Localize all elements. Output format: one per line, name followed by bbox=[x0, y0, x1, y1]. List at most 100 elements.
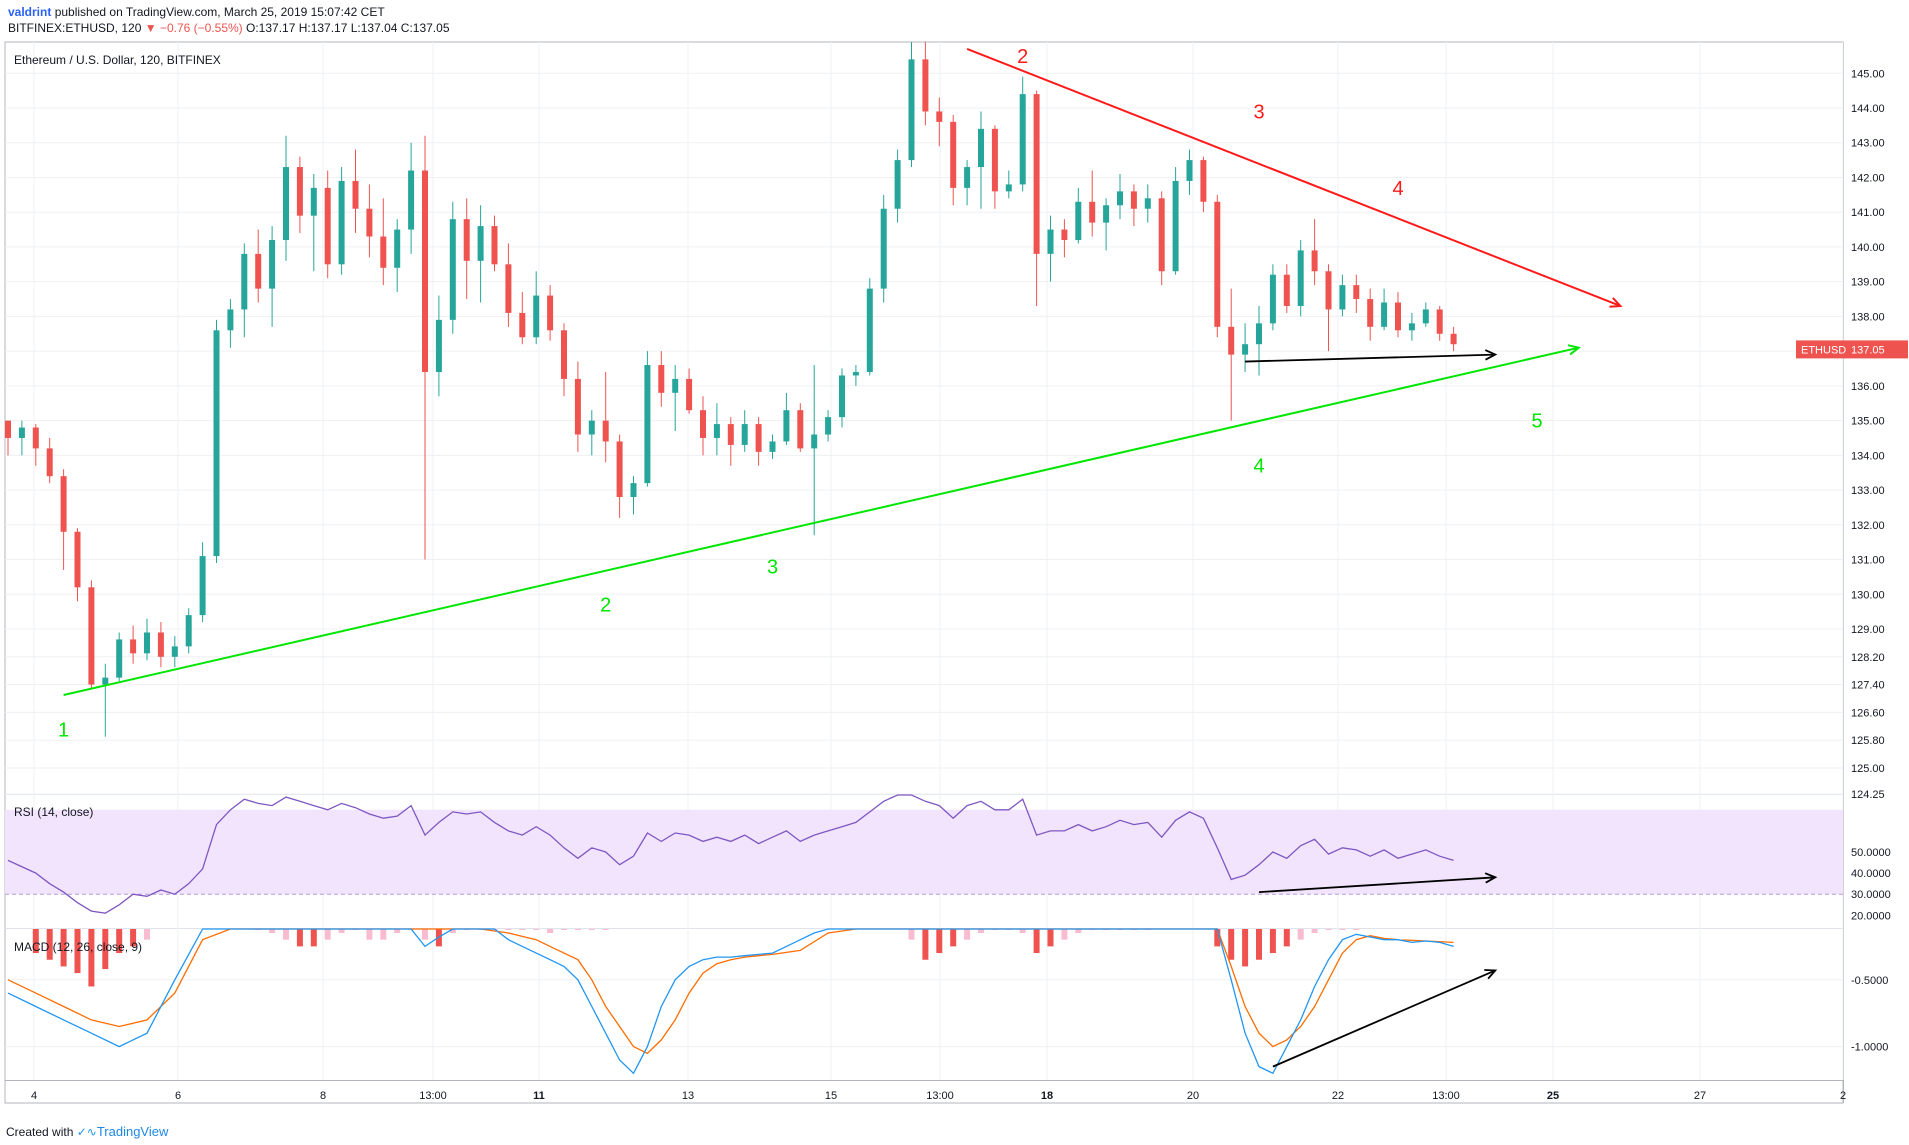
macd-histogram-bar bbox=[32, 929, 39, 954]
candle-body bbox=[157, 632, 164, 657]
support-touch-label: 1 bbox=[58, 720, 69, 742]
symbol-name: BITFINEX:ETHUSD, 120 bbox=[8, 21, 142, 35]
time-tick-label: 4 bbox=[31, 1090, 37, 1102]
macd-histogram-bar bbox=[1047, 929, 1054, 947]
chart-title: Ethereum / U.S. Dollar, 120, BITFINEX bbox=[14, 53, 221, 67]
candle-body bbox=[769, 441, 776, 452]
macd-histogram-bar bbox=[449, 929, 456, 934]
tradingview-brand[interactable]: TradingView bbox=[96, 1124, 169, 1139]
candle-body bbox=[1256, 323, 1262, 345]
candle-body bbox=[741, 424, 748, 445]
macd-histogram-bar bbox=[1339, 929, 1346, 930]
candle-body bbox=[18, 427, 25, 438]
candle-body bbox=[1395, 302, 1401, 331]
time-scale-border bbox=[5, 1080, 1843, 1081]
candle-body bbox=[1339, 285, 1346, 310]
price-tick-label: 127.40 bbox=[1851, 680, 1885, 692]
macd-histogram-bar bbox=[102, 929, 109, 970]
author-name[interactable]: valdrint bbox=[8, 5, 52, 19]
candle-body bbox=[964, 167, 971, 188]
candle-body bbox=[1353, 285, 1360, 300]
candle-body bbox=[1144, 198, 1151, 209]
candle-body bbox=[852, 371, 859, 376]
candle-body bbox=[1297, 250, 1304, 306]
price-tick-label: 125.00 bbox=[1851, 763, 1885, 775]
macd-histogram-bar bbox=[366, 929, 373, 940]
price-tick-label: 140.00 bbox=[1851, 242, 1885, 254]
macd-histogram-bar bbox=[74, 929, 81, 974]
candle-body bbox=[269, 239, 276, 289]
candle-body bbox=[185, 615, 192, 647]
macd-histogram-bar bbox=[964, 929, 971, 940]
resistance-touch-label: 2 bbox=[1017, 46, 1028, 68]
candle-body bbox=[978, 128, 984, 168]
candle-body bbox=[88, 587, 95, 685]
candle-body bbox=[352, 180, 359, 209]
support-trendline bbox=[63, 346, 1579, 696]
candle-body bbox=[1089, 201, 1096, 223]
price-tick-label: 139.00 bbox=[1851, 277, 1885, 289]
candle-body bbox=[144, 632, 150, 654]
publish-text: published on TradingView.com, March 25, … bbox=[54, 5, 385, 19]
candle-body bbox=[60, 476, 67, 532]
support-touch-label: 3 bbox=[767, 556, 778, 578]
price-tick-label: 145.00 bbox=[1851, 68, 1885, 80]
candle-body bbox=[950, 121, 957, 188]
candle-body bbox=[574, 378, 581, 435]
candle-body bbox=[408, 170, 415, 230]
support-touch-label: 5 bbox=[1531, 411, 1542, 433]
candle-body bbox=[866, 288, 873, 372]
time-tick-label: 18 bbox=[1041, 1090, 1053, 1102]
candle-body bbox=[380, 236, 387, 268]
price-low-arrow-head bbox=[1484, 349, 1498, 361]
candle-body bbox=[1450, 333, 1457, 345]
rsi-tick-label: 40.0000 bbox=[1851, 868, 1891, 880]
publish-info: valdrint published on TradingView.com, M… bbox=[8, 5, 385, 19]
candle-body bbox=[1117, 191, 1123, 206]
candle-body bbox=[366, 208, 373, 237]
candle-body bbox=[908, 59, 915, 161]
candle-body bbox=[1130, 191, 1137, 209]
time-tick-label: 11 bbox=[533, 1090, 545, 1102]
tradingview-logo-icon[interactable]: ✓∿ bbox=[76, 1125, 97, 1139]
candle-body bbox=[1381, 302, 1388, 327]
price-tick-label: 135.00 bbox=[1851, 416, 1885, 428]
candle-body bbox=[1408, 323, 1415, 331]
candle-body bbox=[1325, 271, 1332, 310]
candle-body bbox=[283, 167, 289, 240]
macd-histogram-bar bbox=[1214, 929, 1221, 947]
candle-body bbox=[324, 187, 331, 265]
macd-histogram-bar bbox=[1325, 929, 1332, 930]
candle-body bbox=[658, 365, 665, 393]
macd-histogram-bar bbox=[116, 929, 123, 954]
time-tick-label: 15 bbox=[825, 1090, 837, 1102]
price-tick-label: 128.20 bbox=[1851, 652, 1885, 664]
macd-histogram-bar bbox=[310, 929, 317, 947]
candle-body bbox=[1047, 229, 1054, 254]
last-price-symbol: ETHUSD bbox=[1801, 344, 1846, 356]
price-change: ▼ −0.76 (−0.55%) bbox=[144, 21, 243, 35]
indicator-lines bbox=[7, 794, 1454, 1075]
annotations: 1 2 3 4 5 2 3 4 bbox=[58, 46, 1623, 1068]
candle-body bbox=[1186, 160, 1193, 181]
macd-title: MACD (12, 26, close, 9) bbox=[14, 940, 142, 954]
time-tick-label: 13 bbox=[682, 1090, 694, 1102]
candle-body bbox=[171, 646, 178, 657]
candle-body bbox=[505, 264, 512, 313]
macd-histogram-bar bbox=[296, 929, 303, 947]
price-tick-label: 131.00 bbox=[1851, 555, 1885, 567]
candle-body bbox=[422, 170, 428, 372]
macd-tick-label: -0.5000 bbox=[1851, 975, 1888, 987]
time-tick-label: 2 bbox=[1840, 1090, 1846, 1102]
candle-body bbox=[1200, 160, 1207, 202]
price-tick-label: 142.00 bbox=[1851, 172, 1885, 184]
price-tick-label: 138.00 bbox=[1851, 311, 1885, 323]
macd-histogram-bar bbox=[908, 929, 915, 940]
price-tick-label: 129.00 bbox=[1851, 624, 1885, 636]
macd-histogram-bar bbox=[574, 929, 581, 930]
candle-body bbox=[1075, 201, 1082, 240]
candle-body bbox=[1242, 344, 1249, 355]
macd-tick-label: -1.0000 bbox=[1851, 1042, 1888, 1054]
time-tick-label: 13:00 bbox=[926, 1090, 954, 1102]
